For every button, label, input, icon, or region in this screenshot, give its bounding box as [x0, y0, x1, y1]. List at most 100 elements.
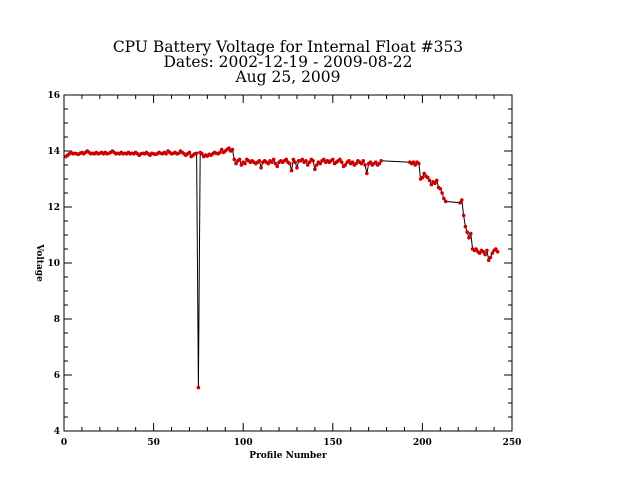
data-point — [361, 159, 366, 163]
data-point — [354, 161, 358, 166]
x-axis-tick-labels: 0 50 100 150 200 250 — [61, 438, 522, 448]
data-point — [343, 163, 348, 167]
x-tick-label: 150 — [323, 438, 342, 448]
data-point — [266, 161, 271, 166]
data-point — [338, 157, 342, 162]
data-point — [495, 250, 500, 254]
y-tick-label: 6 — [54, 371, 60, 381]
data-point — [350, 160, 355, 164]
data-point — [438, 187, 443, 191]
data-point — [494, 247, 498, 251]
data-point — [420, 175, 425, 180]
x-tick-label: 100 — [234, 438, 253, 448]
data-point — [422, 171, 426, 176]
x-tick-label: 0 — [61, 438, 67, 448]
y-tick-label: 4 — [54, 427, 60, 437]
title-line-2: Dates: 2002-12-19 - 2009-08-22 — [164, 53, 413, 71]
data-point — [304, 159, 308, 163]
data-point — [411, 160, 416, 164]
data-point — [463, 224, 468, 229]
data-series — [63, 146, 500, 390]
data-point — [365, 171, 369, 176]
data-point — [219, 147, 224, 152]
x-tick-label: 200 — [413, 438, 432, 448]
data-point — [485, 248, 489, 253]
data-point — [295, 166, 299, 170]
data-point — [425, 175, 430, 180]
data-point — [284, 157, 289, 162]
y-tick-label: 10 — [47, 259, 60, 269]
data-point — [374, 160, 378, 164]
data-point — [200, 152, 204, 156]
chart-title: CPU Battery Voltage for Internal Float #… — [113, 38, 463, 86]
data-point — [477, 251, 482, 255]
data-point — [291, 157, 296, 162]
data-point — [413, 163, 418, 167]
data-point — [314, 163, 319, 167]
data-point — [468, 231, 473, 236]
y-axis-ticks — [64, 94, 512, 432]
data-point — [347, 159, 351, 163]
data-point — [275, 164, 280, 169]
data-point — [461, 213, 466, 218]
y-tick-label: 8 — [54, 315, 60, 325]
data-point — [440, 191, 444, 195]
data-point — [273, 161, 278, 166]
data-point — [490, 251, 495, 255]
data-point — [460, 198, 464, 202]
y-tick-label: 16 — [47, 91, 60, 101]
data-point — [465, 230, 470, 234]
title-line-3: Aug 25, 2009 — [234, 68, 340, 86]
data-point — [368, 160, 373, 164]
data-point — [218, 150, 222, 155]
data-point — [311, 159, 315, 163]
data-point — [305, 163, 310, 167]
data-point — [474, 247, 478, 251]
data-point — [433, 181, 437, 185]
x-tick-label: 250 — [503, 438, 522, 448]
data-point — [331, 157, 335, 162]
data-point — [289, 168, 294, 173]
data-point — [318, 161, 323, 166]
data-point — [287, 161, 292, 166]
data-point — [187, 150, 192, 155]
data-point — [417, 161, 421, 166]
data-point — [243, 161, 247, 166]
data-point — [443, 199, 448, 204]
data-point — [486, 258, 491, 263]
data-point — [259, 166, 263, 170]
data-point — [481, 250, 486, 254]
data-point — [427, 178, 432, 183]
data-point — [230, 147, 235, 152]
data-point — [234, 161, 238, 166]
data-point — [322, 157, 326, 162]
data-point — [359, 161, 364, 166]
data-point — [270, 160, 274, 164]
data-point — [271, 157, 276, 162]
data-point — [363, 163, 367, 167]
data-point — [227, 146, 231, 150]
x-axis-title: Profile Number — [249, 451, 327, 461]
data-point — [458, 201, 462, 205]
data-point — [257, 159, 262, 163]
data-point — [196, 385, 201, 390]
data-point — [483, 252, 487, 257]
x-tick-label: 50 — [147, 438, 160, 448]
data-point — [429, 182, 434, 187]
plot-frame — [63, 94, 513, 432]
data-point — [339, 160, 344, 164]
data-point — [488, 255, 493, 260]
y-axis-tick-labels: 4 6 8 10 12 14 16 — [47, 91, 60, 437]
data-point — [232, 157, 237, 162]
data-point — [434, 178, 439, 183]
data-point — [194, 151, 199, 156]
y-tick-label: 12 — [47, 203, 60, 213]
data-point — [300, 157, 305, 162]
data-point — [379, 159, 383, 163]
data-point — [164, 152, 168, 156]
data-point — [467, 236, 471, 240]
y-axis-title: Voltage — [34, 243, 44, 282]
x-axis-ticks — [63, 95, 513, 431]
data-point — [237, 157, 242, 162]
